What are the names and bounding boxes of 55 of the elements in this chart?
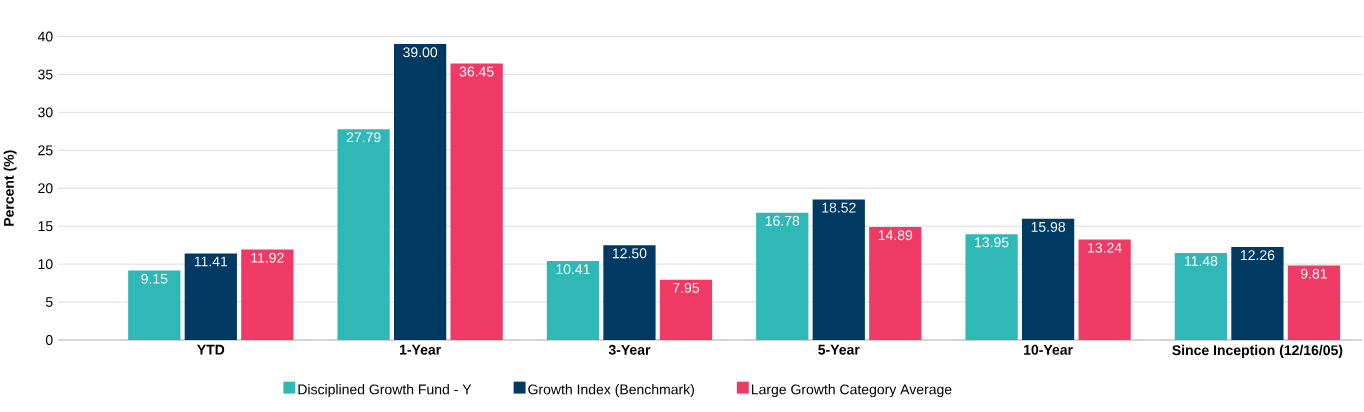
bar — [450, 63, 503, 340]
y-tick-label: 35 — [38, 69, 53, 80]
data-label: 10.41 — [556, 264, 590, 275]
bar — [869, 227, 922, 340]
data-label: 12.50 — [613, 248, 647, 259]
data-label: 9.81 — [1300, 268, 1327, 279]
data-label: 13.24 — [1088, 242, 1122, 253]
data-label: 18.52 — [822, 202, 856, 213]
bar — [1078, 239, 1131, 340]
y-tick-label: 5 — [45, 297, 53, 307]
data-label: 39.00 — [403, 47, 438, 58]
bar — [603, 245, 656, 340]
x-tick-label: 3-Year — [608, 344, 651, 355]
x-tick-label: 5-Year — [818, 344, 860, 355]
data-label: 7.95 — [673, 282, 699, 293]
data-label: 11.48 — [1184, 256, 1218, 267]
y-tick-label: 30 — [38, 107, 53, 118]
data-label: 27.79 — [346, 132, 381, 143]
x-tick-label: 10-Year — [1024, 344, 1073, 355]
bar — [812, 199, 865, 340]
data-label: 15.98 — [1031, 221, 1066, 232]
bar — [184, 253, 237, 340]
bar — [1174, 252, 1228, 340]
data-label: 11.92 — [251, 252, 284, 263]
bar — [546, 261, 600, 340]
bar — [337, 129, 390, 340]
y-tick-label: 25 — [38, 145, 53, 156]
data-label: 12.26 — [1240, 250, 1275, 261]
legend-label: Disciplined Growth Fund - Y — [298, 384, 472, 398]
data-label: 11.41 — [194, 256, 228, 267]
bar — [659, 279, 713, 340]
bar — [1287, 265, 1341, 340]
y-tick-label: 0 — [45, 335, 53, 345]
y-axis-title: Percent (%) — [3, 150, 17, 226]
bar — [241, 249, 294, 340]
bar — [1231, 246, 1284, 340]
bar — [1021, 218, 1075, 340]
data-label: 9.15 — [141, 273, 168, 284]
y-tick-label: 20 — [38, 183, 53, 194]
data-label: 16.78 — [765, 215, 800, 226]
legend-label: Growth Index (Benchmark) — [528, 384, 694, 398]
x-tick-label: 1-Year — [399, 344, 441, 355]
y-tick-label: 40 — [37, 31, 53, 42]
legend-label: Large Growth Category Average — [751, 384, 952, 398]
bar — [394, 44, 447, 340]
bar — [965, 234, 1018, 340]
data-label: 14.89 — [878, 230, 913, 241]
data-label: 36.45 — [459, 66, 494, 77]
data-label: 13.95 — [975, 237, 1009, 248]
bar — [128, 270, 181, 340]
y-tick-label: 10 — [38, 259, 53, 270]
x-tick-label: Since Inception (12/16/05) — [1172, 344, 1343, 358]
bar — [756, 212, 809, 340]
x-tick-label: YTD — [197, 344, 225, 355]
y-tick-label: 15 — [38, 221, 53, 232]
